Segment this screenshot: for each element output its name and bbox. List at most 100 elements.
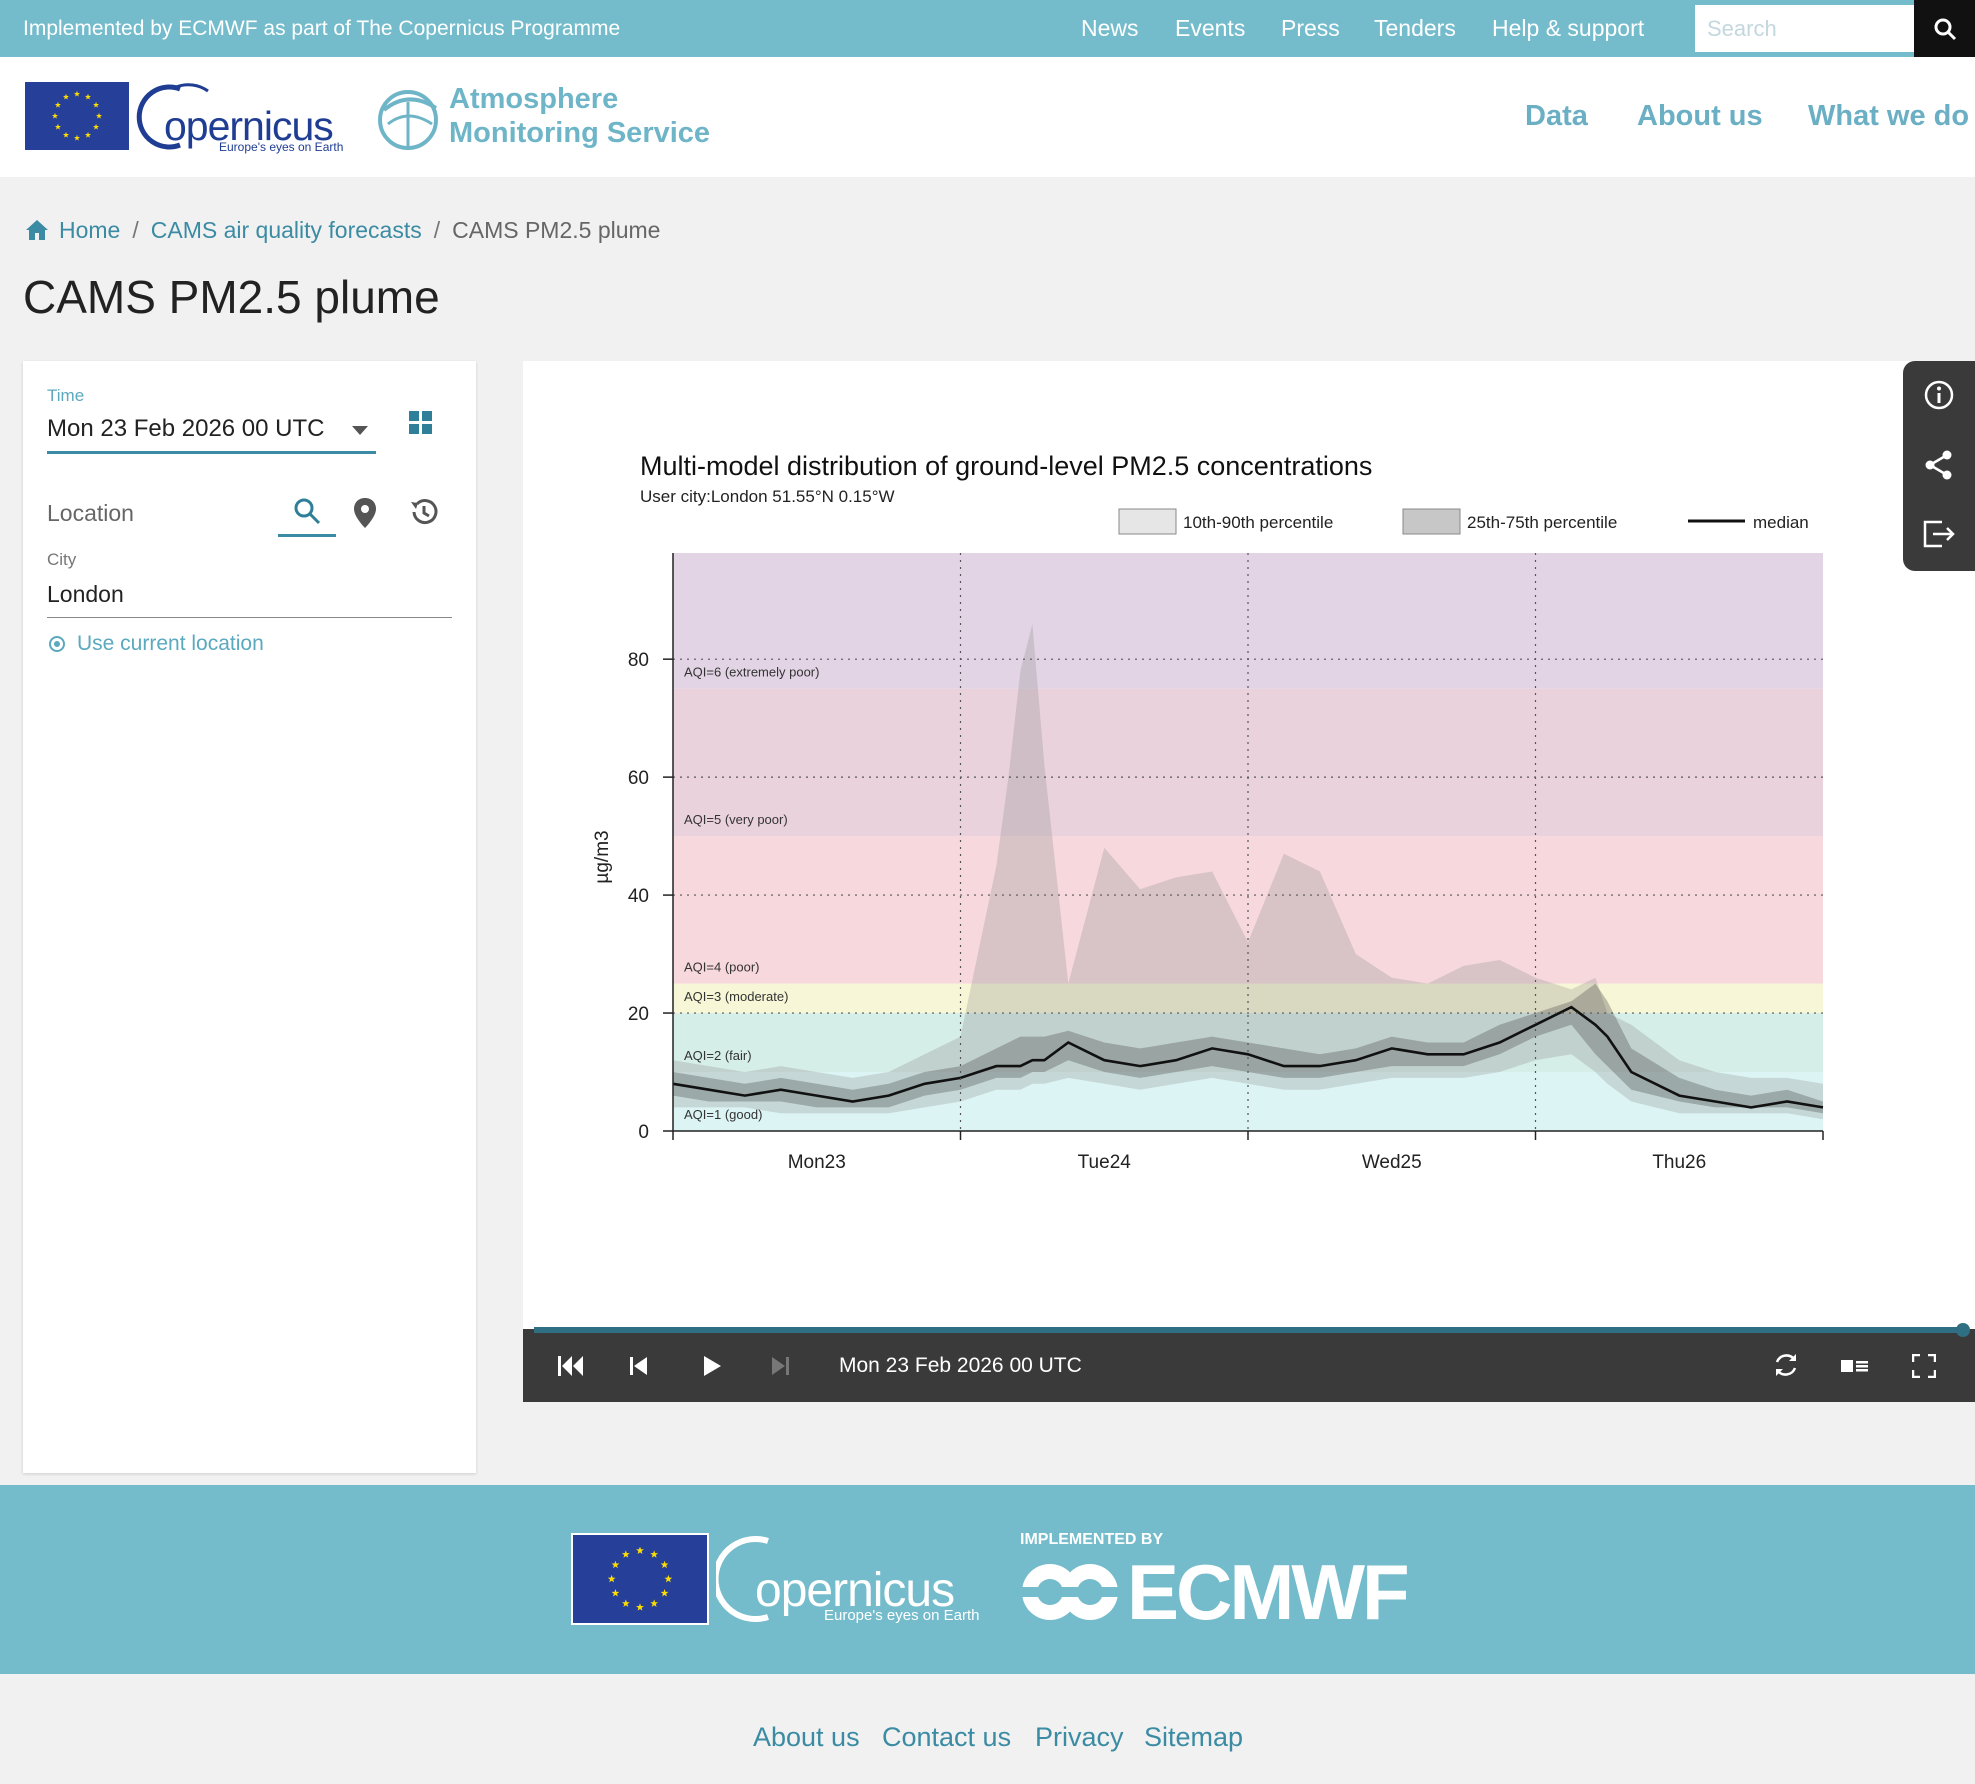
aqi-band-5: [673, 688, 1823, 837]
export-icon[interactable]: [1922, 518, 1956, 550]
breadcrumb-separator: /: [132, 217, 139, 243]
legend-label-25-75: 25th-75th percentile: [1467, 513, 1617, 532]
city-input-value: London: [47, 581, 124, 607]
search-icon: [294, 498, 321, 525]
legend-label-10-90: 10th-90th percentile: [1183, 513, 1333, 532]
fullscreen-icon[interactable]: [1912, 1354, 1936, 1378]
mainnav-data[interactable]: Data: [1525, 100, 1588, 132]
footer-copernicus-c-mark: [716, 1536, 769, 1622]
aqi-band-label: AQI=2 (fair): [684, 1048, 752, 1063]
topnav-news[interactable]: News: [1081, 15, 1139, 41]
mainnav-about-us[interactable]: About us: [1637, 100, 1763, 132]
site-header: [0, 57, 1975, 177]
step-forward-icon[interactable]: [769, 1354, 791, 1378]
breadcrumb: Home / CAMS air quality forecasts / CAMS…: [25, 215, 660, 245]
footer-link-contact-us[interactable]: Contact us: [882, 1722, 1012, 1752]
breadcrumb-separator: /: [433, 217, 441, 243]
legend-swatch-25-75: [1402, 508, 1461, 535]
atmosphere-globe-icon: [378, 90, 438, 150]
timeline-progress[interactable]: [534, 1327, 1964, 1333]
implemented-by-text: Implemented by ECMWF as part of The Cope…: [23, 17, 621, 40]
time-select[interactable]: Mon 23 Feb 2026 00 UTC: [47, 408, 376, 454]
breadcrumb-current: CAMS PM2.5 plume: [452, 217, 661, 243]
time-label: Time: [47, 386, 85, 405]
location-search-tab[interactable]: [278, 495, 336, 537]
topnav-events[interactable]: Events: [1175, 15, 1246, 41]
y-tick-label: 80: [628, 650, 649, 671]
footer-copernicus-wordmark: opernicus: [755, 1564, 955, 1617]
chevron-down-icon: [352, 426, 368, 435]
copernicus-logo: [136, 83, 209, 150]
time-select-value: Mon 23 Feb 2026 00 UTC: [47, 415, 325, 442]
legend-swatch-10-90: [1118, 508, 1177, 535]
city-input[interactable]: London: [47, 578, 452, 618]
footer-eu-flag-logo: [571, 1533, 709, 1625]
topnav-tenders[interactable]: Tenders: [1374, 15, 1456, 41]
chart-title: Multi-model distribution of ground-level…: [640, 451, 1372, 481]
x-tick-label: Wed25: [1362, 1152, 1422, 1173]
aqi-band-label: AQI=5 (very poor): [684, 812, 788, 827]
breadcrumb-parent[interactable]: CAMS air quality forecasts: [150, 217, 422, 243]
service-title[interactable]: Atmosphere Monitoring Service: [449, 82, 710, 150]
search-input[interactable]: [1695, 5, 1915, 52]
topnav-help-support[interactable]: Help & support: [1492, 15, 1645, 41]
legend-toggle-icon[interactable]: [1840, 1355, 1870, 1377]
search-icon: [1934, 18, 1956, 40]
plume-chart: AQI=1 (good) AQI=2 (fair) AQI=3 (moderate)…: [592, 451, 1824, 1173]
ecmwf-wordmark: ECMWF: [1127, 1548, 1410, 1636]
aqi-band-label: AQI=3 (moderate): [684, 989, 788, 1004]
skip-to-start-icon[interactable]: [557, 1354, 585, 1378]
history-icon[interactable]: [408, 496, 440, 528]
plume-chart-card: AQI=1 (good) AQI=2 (fair) AQI=3 (moderate)…: [523, 361, 1975, 1329]
breadcrumb-home[interactable]: Home: [59, 217, 121, 243]
copernicus-tagline: Europe's eyes on Earth: [219, 140, 344, 154]
search-button[interactable]: [1914, 0, 1975, 57]
x-tick-label: Thu26: [1652, 1152, 1706, 1173]
y-tick-label: 0: [638, 1122, 649, 1143]
series-median-line: [672, 1005, 1824, 1109]
copernicus-wordmark: opernicus: [164, 103, 334, 149]
top-bar: Implemented by ECMWF as part of The Cope…: [0, 0, 1975, 57]
aqi-band-4: [673, 836, 1823, 984]
aqi-band-label: AQI=1 (good): [684, 1107, 762, 1122]
service-title-line1: Atmosphere: [449, 83, 619, 115]
page-title: CAMS PM2.5 plume: [23, 271, 440, 323]
map-pin-icon[interactable]: [353, 497, 377, 529]
aqi-band-6: [673, 553, 1823, 689]
home-icon[interactable]: [25, 219, 49, 241]
footer-copernicus-tagline: Europe's eyes on Earth: [824, 1607, 980, 1624]
grid-view-icon[interactable]: [409, 411, 433, 435]
crosshair-icon: [49, 636, 65, 652]
step-back-icon[interactable]: [628, 1354, 650, 1378]
timeline-handle[interactable]: [1956, 1323, 1970, 1337]
eu-stars-icon: [51, 90, 103, 141]
topnav-press[interactable]: Press: [1281, 15, 1340, 41]
footer-link-about-us[interactable]: About us: [753, 1722, 860, 1752]
chart-subtitle: User city:London 51.55°N 0.15°W: [640, 487, 895, 506]
controls-panel: [23, 361, 476, 1473]
player-timestamp: Mon 23 Feb 2026 00 UTC: [839, 1354, 1082, 1377]
city-label: City: [47, 550, 77, 569]
info-icon[interactable]: [1923, 379, 1955, 411]
player-controls: Mon 23 Feb 2026 00 UTC: [523, 1329, 1975, 1402]
side-toolbar: [1903, 361, 1975, 571]
y-tick-label: 60: [628, 768, 649, 789]
use-current-location-link[interactable]: Use current location: [47, 632, 264, 656]
aqi-band-label: AQI=6 (extremely poor): [684, 665, 819, 680]
share-icon[interactable]: [1923, 449, 1955, 481]
footer-band: opernicus Europe's eyes on Earth IMPLEME…: [0, 1485, 1975, 1674]
y-axis-label: µg/m3: [592, 830, 613, 883]
implemented-by-label: IMPLEMENTED BY: [1020, 1531, 1164, 1548]
aqi-band-label: AQI=4 (poor): [684, 960, 760, 975]
location-label: Location: [47, 500, 134, 526]
footer-link-privacy[interactable]: Privacy: [1035, 1722, 1124, 1752]
refresh-icon[interactable]: [1772, 1351, 1800, 1379]
y-tick-label: 40: [628, 886, 649, 907]
mainnav-what-we-do[interactable]: What we do: [1808, 100, 1970, 132]
use-current-location-text: Use current location: [77, 632, 264, 655]
ecmwf-logo-mark: [1020, 1564, 1120, 1620]
play-icon[interactable]: [701, 1354, 723, 1378]
x-tick-label: Tue24: [1078, 1152, 1132, 1173]
eu-stars-icon: [607, 1546, 673, 1611]
footer-link-sitemap[interactable]: Sitemap: [1144, 1722, 1244, 1752]
